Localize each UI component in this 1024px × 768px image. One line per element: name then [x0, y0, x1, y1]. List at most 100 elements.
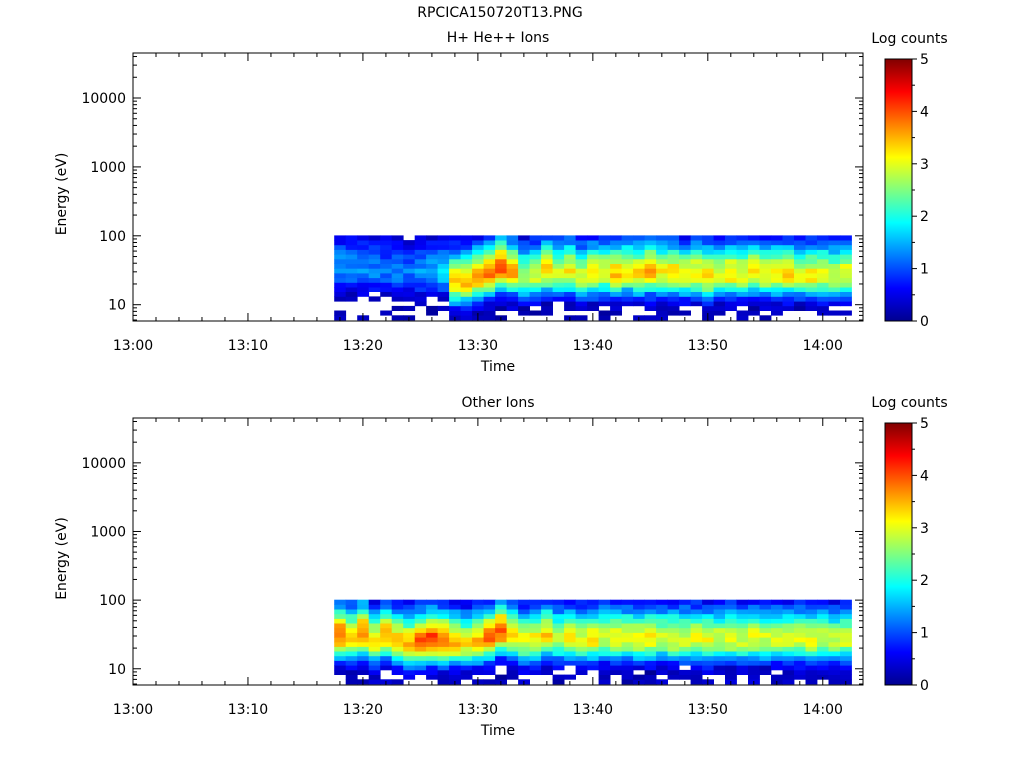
spectrogram-cell — [794, 291, 806, 297]
spectrogram-cell — [736, 310, 749, 316]
spectrogram-cell — [334, 641, 347, 647]
spectrogram-cell — [472, 249, 484, 255]
spectrogram-cell — [610, 646, 622, 652]
spectrogram-cell — [713, 244, 726, 250]
spectrogram-cell — [334, 655, 347, 661]
spectrogram-cell — [506, 291, 519, 297]
spectrogram-cell — [805, 240, 818, 246]
spectrogram-cell — [633, 637, 645, 643]
spectrogram-cell — [633, 655, 645, 661]
spectrogram-cell — [414, 287, 427, 292]
spectrogram-cell — [679, 646, 691, 652]
spectrogram-cell — [794, 627, 806, 633]
spectrogram-cell — [644, 613, 657, 619]
spectrogram-cell — [495, 244, 507, 250]
spectrogram-cell — [552, 632, 565, 638]
spectrogram-cell — [495, 627, 507, 633]
spectrogram-cell — [656, 632, 668, 638]
spectrogram-cell — [403, 287, 416, 292]
spectrogram-cell — [610, 310, 622, 316]
spectrogram-cell — [633, 632, 645, 638]
spectrogram-cell — [725, 651, 737, 657]
spectrogram-cell — [782, 609, 795, 615]
spectrogram-cell — [495, 249, 507, 255]
spectrogram-cell — [437, 679, 450, 685]
spectrogram-cell — [472, 273, 484, 279]
colorbar-gradient — [884, 422, 913, 686]
spectrogram-cell — [679, 627, 691, 633]
spectrogram-cell — [552, 641, 565, 647]
spectrogram-cell — [541, 263, 553, 269]
spectrogram-cell — [656, 641, 668, 647]
spectrogram-cell — [460, 240, 473, 246]
spectrogram-cell — [391, 618, 404, 624]
spectrogram-cell — [403, 258, 416, 264]
spectrogram-cell — [437, 604, 450, 610]
spectrogram-cell — [368, 669, 381, 675]
spectrogram-cell — [449, 258, 461, 264]
spectrogram-cell — [759, 613, 772, 619]
spectrogram-cell — [357, 613, 370, 619]
spectrogram-cell — [414, 258, 427, 264]
spectrogram-cell — [449, 632, 461, 638]
spectrogram-cell — [587, 641, 599, 647]
spectrogram-cell — [541, 235, 553, 241]
spectrogram-cell — [357, 623, 370, 629]
spectrogram-cell — [495, 277, 507, 283]
spectrogram-cell — [483, 277, 496, 283]
spectrogram-cell — [483, 679, 496, 685]
spectrogram-cell — [483, 660, 496, 666]
spectrogram-cell — [437, 282, 450, 288]
spectrogram-cell — [702, 305, 714, 311]
spectrogram-cell — [656, 609, 668, 615]
spectrogram-cell — [460, 637, 473, 643]
spectrogram-cell — [391, 669, 404, 675]
spectrogram-cell — [598, 669, 611, 675]
spectrogram-cell — [598, 240, 611, 246]
spectrogram-cell — [345, 240, 358, 246]
spectrogram-cell — [725, 646, 737, 652]
spectrogram-cell — [633, 235, 645, 241]
spectrogram-cell — [644, 235, 657, 241]
spectrogram-cell — [817, 240, 829, 246]
spectrogram-cell — [380, 613, 393, 619]
spectrogram-cell — [840, 258, 852, 264]
spectrogram-cell — [690, 613, 703, 619]
spectrogram-cell — [368, 665, 381, 671]
spectrogram-cell — [817, 669, 829, 675]
spectrogram-cell — [472, 277, 484, 283]
spectrogram-cell — [391, 273, 404, 279]
spectrogram-cell — [782, 291, 795, 297]
spectrogram-cell — [840, 613, 852, 619]
spectrogram-cell — [403, 609, 416, 615]
spectrogram-cell — [621, 291, 634, 297]
spectrogram-cell — [334, 609, 347, 615]
spectrogram-cell — [518, 646, 530, 652]
spectrogram-cell — [702, 669, 714, 675]
spectrogram-cell — [840, 273, 852, 279]
spectrogram-cell — [506, 240, 519, 246]
spectrogram-cell — [621, 618, 634, 624]
spectrogram-cell — [437, 305, 450, 311]
spectrogram-cell — [702, 301, 714, 307]
spectrogram-cell — [345, 277, 358, 283]
spectrogram-cell — [771, 235, 783, 241]
spectrogram-cell — [748, 651, 760, 657]
spectrogram-cell — [702, 273, 714, 279]
y-tick-label: 10000 — [81, 456, 126, 472]
spectrogram-cell — [518, 641, 530, 647]
spectrogram-cell — [414, 618, 427, 624]
spectrogram-cell — [656, 277, 668, 283]
spectrogram-cell — [380, 254, 393, 260]
spectrogram-cell — [334, 632, 347, 638]
spectrogram-cell — [495, 637, 507, 643]
spectrogram-cell — [840, 674, 852, 680]
spectrogram-cell — [702, 665, 714, 671]
spectrogram-cell — [449, 646, 461, 652]
spectrogram-cell — [725, 244, 737, 250]
spectrogram-cell — [667, 268, 680, 274]
spectrogram-cell — [679, 618, 691, 624]
spectrogram-cell — [426, 669, 438, 675]
spectrogram-cell — [794, 277, 806, 283]
spectrogram-cell — [472, 613, 484, 619]
